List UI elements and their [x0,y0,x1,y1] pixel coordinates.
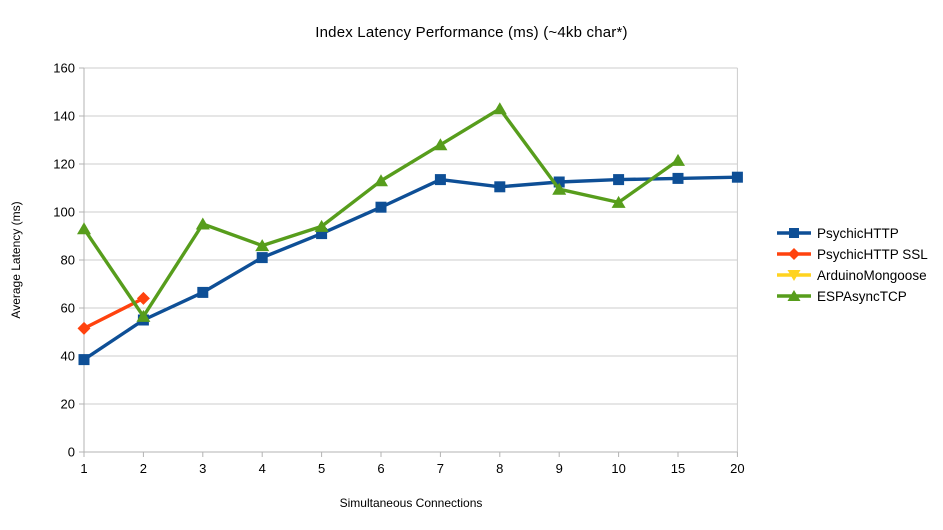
x-tick-label-9: 9 [556,461,563,476]
x-tick-label-2: 2 [140,461,147,476]
data-point-PsychicHTTP SSL-2 [136,291,150,305]
legend-marker-icon [777,248,811,260]
y-tick-label-80: 80 [61,253,75,268]
legend: PsychicHTTP PsychicHTTP SSL ArduinoMongoos… [776,225,928,304]
x-tick-label-5: 5 [318,461,325,476]
y-tick-label-20: 20 [61,397,75,412]
legend-item-espasynctcp: ESPAsyncTCP [776,288,928,304]
y-tick-label-120: 120 [53,157,75,172]
x-tick-label-6: 6 [377,461,384,476]
data-point-ESPAsyncTCP-4 [255,239,270,252]
y-tick-label-140: 140 [53,109,75,124]
data-point-ESPAsyncTCP-1 [77,222,91,235]
data-point-ESPAsyncTCP-10 [611,195,626,208]
data-point-PsychicHTTP SSL-1 [77,321,91,335]
y-tick-label-0: 0 [68,445,75,460]
data-point-ESPAsyncTCP-15 [671,153,685,166]
y-tick-label-100: 100 [53,205,75,220]
data-point-ESPAsyncTCP-5 [314,219,329,232]
x-tick-label-1: 1 [80,461,87,476]
data-point-ESPAsyncTCP-3 [195,217,210,230]
legend-label: PsychicHTTP [817,225,899,241]
data-point-PsychicHTTP-9 [553,176,565,188]
x-tick-label-10: 10 [611,461,625,476]
y-tick-label-60: 60 [61,301,75,316]
series-line-PsychicHTTP [82,175,740,362]
legend-marker-icon [777,228,811,238]
y-tick-label-160: 160 [53,61,75,76]
data-point-ESPAsyncTCP-9 [552,182,567,195]
data-point-ESPAsyncTCP-7 [433,138,448,151]
legend-marker-icon [777,270,811,281]
legend-item-psychichttp: PsychicHTTP [776,225,928,241]
data-point-ESPAsyncTCP-2 [136,309,151,322]
x-tick-label-4: 4 [259,461,266,476]
legend-item-arduinomongoose: ArduinoMongoose [776,267,928,283]
legend-marker-icon [777,290,811,301]
data-point-PsychicHTTP-4 [256,252,268,264]
data-point-PsychicHTTP-3 [197,286,209,298]
data-point-PsychicHTTP-6 [375,201,387,213]
data-point-PsychicHTTP-20 [731,171,743,183]
data-point-PsychicHTTP-5 [316,228,328,240]
legend-label: ESPAsyncTCP [817,288,907,304]
data-point-ESPAsyncTCP-8 [492,102,507,115]
legend-label: ArduinoMongoose [817,267,927,283]
data-point-PsychicHTTP-1 [78,354,90,366]
data-point-PsychicHTTP-10 [613,174,625,186]
x-tick-label-8: 8 [496,461,503,476]
data-point-ESPAsyncTCP-6 [374,174,388,187]
x-tick-label-3: 3 [199,461,206,476]
y-tick-label-40: 40 [61,349,75,364]
x-tick-label-15: 15 [671,461,685,476]
x-axis-title: Simultaneous Connections [339,496,483,510]
legend-item-psychichttp-ssl: PsychicHTTP SSL [776,246,928,262]
data-point-PsychicHTTP-8 [494,181,506,193]
x-tick-label-7: 7 [437,461,444,476]
data-point-PsychicHTTP-15 [672,172,684,184]
legend-label: PsychicHTTP SSL [817,246,928,262]
chart-title: Index Latency Performance (ms) (~4kb cha… [315,24,628,41]
x-tick-label-20: 20 [730,461,744,476]
data-point-PsychicHTTP-7 [434,174,446,186]
